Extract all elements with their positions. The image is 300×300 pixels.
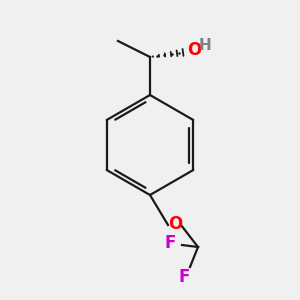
Text: H: H bbox=[199, 38, 212, 52]
Text: O: O bbox=[187, 41, 201, 59]
Text: O: O bbox=[168, 215, 182, 233]
Text: F: F bbox=[178, 268, 190, 286]
Text: F: F bbox=[164, 234, 176, 252]
